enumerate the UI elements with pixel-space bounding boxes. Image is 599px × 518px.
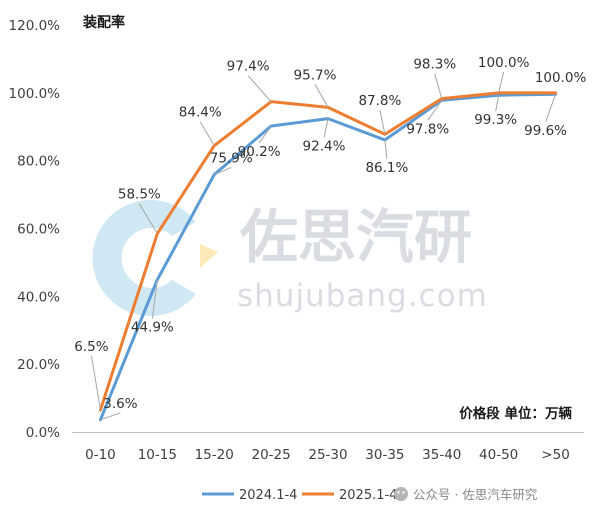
x-tick-label: 20-25 (251, 447, 290, 463)
x-tick-label: >50 (541, 447, 570, 463)
leader-line (138, 203, 158, 234)
unit-note: 价格段 单位：万辆 (459, 405, 572, 422)
y-tick-label: 80.0% (17, 154, 60, 170)
data-label: 3.6% (103, 396, 137, 412)
data-label: 75.9% (210, 151, 253, 167)
data-label: 99.3% (474, 112, 517, 128)
data-label: 97.8% (406, 121, 449, 137)
y-tick-label: 120.0% (9, 18, 61, 34)
leader-line (100, 412, 121, 421)
y-tick-label: 40.0% (17, 289, 60, 305)
y-tick-label: 0.0% (26, 425, 60, 441)
y-axis: 0.0% 20.0% 40.0% 60.0% 80.0% 100.0% 120.0% (9, 18, 61, 441)
data-label: 99.6% (524, 123, 567, 139)
source-text: 公众号 · 佐思汽车研究 (413, 487, 538, 502)
leader-line (384, 139, 388, 160)
watermark-logo-icon (92, 200, 196, 316)
data-labels: 3.6% 44.9% 75.9%90.2% 92.4% 86.1% 97.8% 99.3% 9… (74, 55, 586, 412)
x-tick-label: 35-40 (422, 447, 461, 463)
data-label: 97.4% (227, 59, 270, 75)
watermark-text-cn: 佐思汽研 (239, 203, 472, 271)
legend-label-2024: 2024.1-4 (239, 488, 297, 503)
x-tick-label: 0-10 (85, 447, 116, 463)
data-label: 92.4% (303, 139, 346, 155)
leader-line (323, 118, 329, 138)
data-label: 87.8% (358, 93, 401, 109)
x-tick-label: 30-35 (365, 447, 404, 463)
data-label: 6.5% (74, 339, 108, 355)
x-tick-label: 15-20 (195, 447, 234, 463)
leader-line (379, 110, 386, 135)
legend-item-2024: 2024.1-4 (202, 488, 297, 503)
leader-line (427, 100, 443, 121)
x-axis: 0-10 10-15 15-20 20-25 25-30 30-35 35-40 40-50 >… (85, 447, 570, 463)
data-label: 98.3% (413, 57, 456, 73)
watermark: 佐思汽研 shujubang.com (92, 200, 488, 316)
leader-line (498, 71, 505, 93)
data-label: 58.5% (118, 187, 161, 203)
leader-lines (90, 71, 557, 421)
leader-line (434, 73, 443, 99)
leader-line (314, 84, 329, 108)
watermark-logo-accent-icon (200, 244, 218, 268)
leader-line (545, 94, 557, 123)
leader-line (90, 355, 101, 411)
chart-title: 装配率 (82, 14, 125, 31)
leader-line (495, 95, 500, 112)
y-tick-label: 20.0% (17, 357, 60, 373)
x-tick-label: 10-15 (138, 447, 177, 463)
data-label: 86.1% (365, 160, 408, 176)
wechat-icon-eye-left (397, 491, 400, 494)
watermark-text-en: shujubang.com (237, 278, 488, 314)
leader-line (247, 75, 272, 102)
leader-line (258, 125, 272, 144)
data-label: 100.0% (478, 55, 530, 71)
leader-line (214, 167, 232, 176)
data-label: 44.9% (131, 320, 174, 336)
wechat-icon-eye-right (402, 491, 405, 494)
legend-label-2025: 2025.1-4 (339, 488, 397, 503)
y-tick-label: 100.0% (9, 86, 61, 102)
x-tick-label: 25-30 (308, 447, 347, 463)
x-tick-label: 40-50 (479, 447, 518, 463)
source-credit: 公众号 · 佐思汽车研究 (394, 487, 538, 502)
data-label: 95.7% (294, 67, 337, 83)
data-label: 84.4% (179, 105, 222, 121)
leader-line (151, 279, 158, 319)
y-tick-label: 60.0% (17, 222, 60, 238)
data-label: 100.0% (535, 70, 587, 86)
data-label: 90.2% (238, 144, 281, 160)
leader-line (199, 121, 215, 146)
wechat-icon (394, 487, 408, 501)
legend: 2024.1-4 2025.1-4 (202, 488, 397, 503)
legend-item-2025: 2025.1-4 (302, 488, 397, 503)
